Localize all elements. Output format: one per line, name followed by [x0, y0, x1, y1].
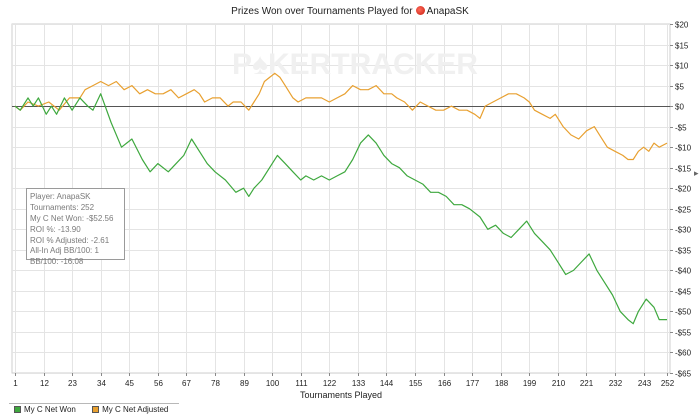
y-tick-label: -$5: [675, 124, 687, 133]
x-tick-label: 166: [438, 379, 452, 388]
series: [14, 72, 668, 325]
y-tick-label: -$60: [675, 349, 692, 358]
x-tick-label: 177: [466, 379, 480, 388]
y-axis: $20 $15 $10 $5 $0 -$5 -$10 -$15 -$20 -$25 -$30 -$35…: [670, 21, 692, 379]
stats-panel: Player: AnapaSK Tournaments: 252 My C Ne…: [26, 188, 125, 266]
y-tick-label: -$30: [675, 226, 692, 235]
stat-net-won: My C Net Won: -$52.56: [30, 213, 114, 223]
y-tick-label: -$35: [675, 247, 692, 256]
legend-label-net-adjusted: My C Net Adjusted: [102, 405, 169, 414]
legend-item-net-adjusted[interactable]: My C Net Adjusted: [92, 405, 168, 414]
watermark: P♠KERTRACKER: [232, 48, 478, 81]
x-tick-label: 210: [552, 379, 566, 388]
x-tick-label: 100: [266, 379, 280, 388]
y-tick-label: $0: [675, 103, 684, 112]
x-tick-label: 56: [154, 379, 163, 388]
axis-stub-icon: ▸: [694, 168, 699, 178]
x-tick-label: 89: [240, 379, 249, 388]
x-tick-label: 34: [97, 379, 106, 388]
stat-roi-adjusted: ROI % Adjusted: -2.61: [30, 235, 110, 245]
stat-player: Player: AnapaSK: [30, 192, 91, 201]
y-tick-label: -$50: [675, 308, 692, 317]
stat-bb100: BB/100: -16.08: [30, 257, 84, 267]
x-tick-label: 111: [295, 379, 308, 388]
player-flag-icon: [415, 6, 425, 15]
x-tick-label: 232: [609, 379, 623, 388]
legend-label-net-won: My C Net Won: [24, 405, 76, 414]
x-tick-label: 199: [523, 379, 537, 388]
x-tick-label: 67: [182, 379, 191, 388]
x-tick-label: 243: [638, 379, 652, 388]
series-line-net-adjusted: [14, 72, 668, 161]
y-tick-label: $5: [675, 83, 684, 92]
x-tick-label: 122: [323, 379, 337, 388]
legend-swatch-orange-icon: [92, 406, 100, 413]
x-tick-label: 188: [495, 379, 509, 388]
y-tick-label: -$55: [675, 329, 692, 338]
y-tick-label: $20: [675, 21, 689, 30]
y-tick-label: -$20: [675, 185, 692, 194]
watermark-spade-icon: ♠: [252, 48, 268, 81]
stat-allin-bb100: All-In Adj BB/100: 1: [30, 246, 99, 256]
x-tick-label: 12: [40, 379, 49, 388]
x-tick-label: 78: [211, 379, 220, 388]
x-tick-label: 155: [409, 379, 423, 388]
y-tick-label: $10: [675, 62, 689, 71]
y-tick-label: -$25: [675, 206, 692, 215]
x-tick-label: 23: [68, 379, 77, 388]
x-tick-label: 252: [661, 379, 675, 388]
stat-roi: ROI %: -13.90: [30, 224, 81, 234]
y-tick-label: -$65: [675, 370, 692, 379]
chart-title: Prizes Won over Tournaments Played for An…: [0, 6, 700, 17]
x-tick-label: 45: [125, 379, 134, 388]
y-tick-label: -$45: [675, 288, 692, 297]
stat-tournaments: Tournaments: 252: [30, 202, 95, 212]
title-player: AnapaSK: [426, 6, 469, 17]
x-axis-title: Tournaments Played: [300, 390, 382, 400]
x-tick-label: 221: [580, 379, 594, 388]
x-tick-label: 144: [380, 379, 394, 388]
x-axis: 1 12 23 34 45 56 67 78 89 100 111 122 133 144 155 166 17…: [13, 373, 675, 388]
legend-item-net-won[interactable]: My C Net Won: [14, 405, 76, 414]
x-tick-label: 1: [13, 379, 18, 388]
series-line-net-won: [14, 93, 667, 325]
x-tick-label: 133: [352, 379, 366, 388]
y-tick-label: -$10: [675, 144, 692, 153]
y-tick-label: $15: [675, 42, 689, 51]
title-prefix: Prizes Won over Tournaments Played for: [231, 6, 413, 17]
y-tick-label: -$15: [675, 165, 692, 174]
legend-row: My C Net Won My C Net Adjusted: [14, 405, 168, 414]
legend-swatch-green-icon: [14, 406, 21, 413]
y-tick-label: -$40: [675, 267, 692, 276]
